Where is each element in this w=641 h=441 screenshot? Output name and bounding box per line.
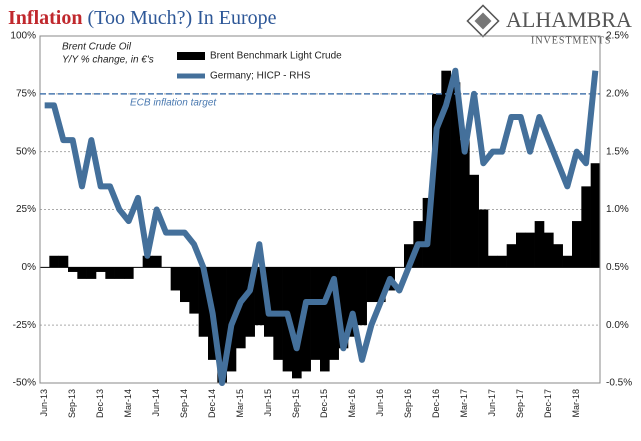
- x-tick-label: Mar-16: [347, 389, 357, 418]
- title-rest: (Too Much?) In Europe: [87, 7, 276, 29]
- y-tick-label: 25%: [16, 204, 36, 215]
- y-tick-label: 50%: [16, 146, 36, 157]
- annotation: Brent Crude Oil: [62, 42, 132, 53]
- bar: [124, 267, 134, 279]
- bar: [441, 70, 451, 268]
- reference-label: ECB inflation target: [130, 97, 217, 108]
- x-tick-label: Sep-14: [179, 389, 189, 418]
- bar: [562, 255, 573, 268]
- bar: [348, 267, 358, 337]
- logo-mark: [466, 4, 500, 38]
- bar: [357, 267, 367, 326]
- legend-label: Germany; HICP - RHS: [210, 71, 311, 82]
- logo-tagline: INVESTMENTS: [531, 35, 611, 46]
- bar: [590, 163, 601, 268]
- bar: [404, 244, 414, 268]
- x-tick-label: Sep-17: [515, 389, 525, 418]
- bar: [114, 267, 125, 279]
- bar: [198, 267, 209, 337]
- x-tick-label: Jun-17: [487, 389, 497, 417]
- x-tick-label: Sep-16: [403, 389, 413, 418]
- x-tick-label: Mar-14: [123, 389, 133, 418]
- bar: [544, 232, 554, 268]
- bar: [68, 267, 78, 272]
- y2-tick-label: 2.0%: [606, 88, 629, 99]
- bar: [189, 267, 199, 314]
- bar: [553, 244, 563, 268]
- line: [44, 67, 599, 386]
- x-tick-label: Sep-13: [67, 389, 77, 418]
- bar: [310, 267, 321, 360]
- bar: [301, 267, 311, 372]
- bar: [142, 255, 153, 268]
- bar: [86, 267, 97, 279]
- bar: [49, 255, 59, 268]
- y-tick-label: 100%: [10, 31, 36, 42]
- y2-tick-label: 1.5%: [606, 146, 629, 157]
- y2-tick-label: 0.5%: [606, 262, 629, 273]
- plot-frame: [39, 35, 601, 384]
- bar: [366, 267, 377, 303]
- x-tick-label: Jun-13: [39, 389, 49, 417]
- y-tick-label: -50%: [13, 378, 36, 389]
- annotation: Y/Y % change, in €'s: [62, 55, 154, 66]
- x-tick-label: Dec-13: [95, 389, 105, 418]
- x-tick-label: Mar-15: [235, 389, 245, 418]
- legend-swatch: [177, 52, 205, 60]
- bar: [329, 267, 339, 360]
- y2-tick-label: 0.0%: [606, 320, 629, 331]
- bar: [572, 221, 582, 268]
- bar: [105, 267, 115, 279]
- logo-name: ALHAMBRA: [506, 7, 632, 32]
- bar: [460, 140, 470, 268]
- x-tick-label: Jun-15: [263, 389, 273, 417]
- bar: [432, 93, 442, 268]
- bar: [320, 267, 330, 372]
- x-tick-label: Mar-17: [459, 389, 469, 418]
- y-tick-label: -25%: [13, 320, 36, 331]
- y-tick-label: 75%: [16, 88, 36, 99]
- x-tick-label: Jun-16: [375, 389, 385, 417]
- bar: [96, 267, 106, 272]
- x-tick-label: Dec-17: [543, 389, 553, 418]
- bar: [488, 255, 498, 268]
- bar: [506, 244, 517, 268]
- bar: [170, 267, 181, 291]
- y2-tick-label: 2.5%: [606, 31, 629, 42]
- x-tick-label: Dec-16: [431, 389, 441, 418]
- bar: [516, 232, 526, 268]
- bar: [497, 255, 507, 268]
- x-tick-label: Dec-15: [319, 389, 329, 418]
- bar: [292, 267, 302, 379]
- bar: [58, 255, 69, 268]
- bar: [217, 267, 227, 383]
- x-tick-label: Dec-14: [207, 389, 217, 418]
- bar: [525, 232, 535, 268]
- x-tick-label: Sep-15: [291, 389, 301, 418]
- x-tick-label: Jun-14: [151, 389, 161, 417]
- y2-tick-label: -0.5%: [606, 378, 632, 389]
- bar: [245, 267, 255, 337]
- title-highlight: Inflation: [8, 7, 82, 29]
- bar: [581, 186, 591, 268]
- chart-title: Inflation (Too Much?) In Europe: [8, 7, 277, 29]
- bar: [152, 255, 162, 268]
- bar: [534, 221, 545, 268]
- bar: [376, 267, 386, 303]
- bar: [254, 267, 265, 326]
- bar: [77, 267, 87, 279]
- x-tick-label: Mar-18: [571, 389, 581, 418]
- annotation: Y/Y % change: [529, 370, 593, 381]
- bar: [450, 82, 461, 268]
- bar: [469, 174, 479, 268]
- bar: [478, 209, 489, 268]
- bar: [338, 267, 349, 349]
- y-tick-label: 0%: [22, 262, 37, 273]
- legend-label: Brent Benchmark Light Crude: [210, 51, 342, 62]
- y2-tick-label: 1.0%: [606, 204, 629, 215]
- bar: [180, 267, 190, 303]
